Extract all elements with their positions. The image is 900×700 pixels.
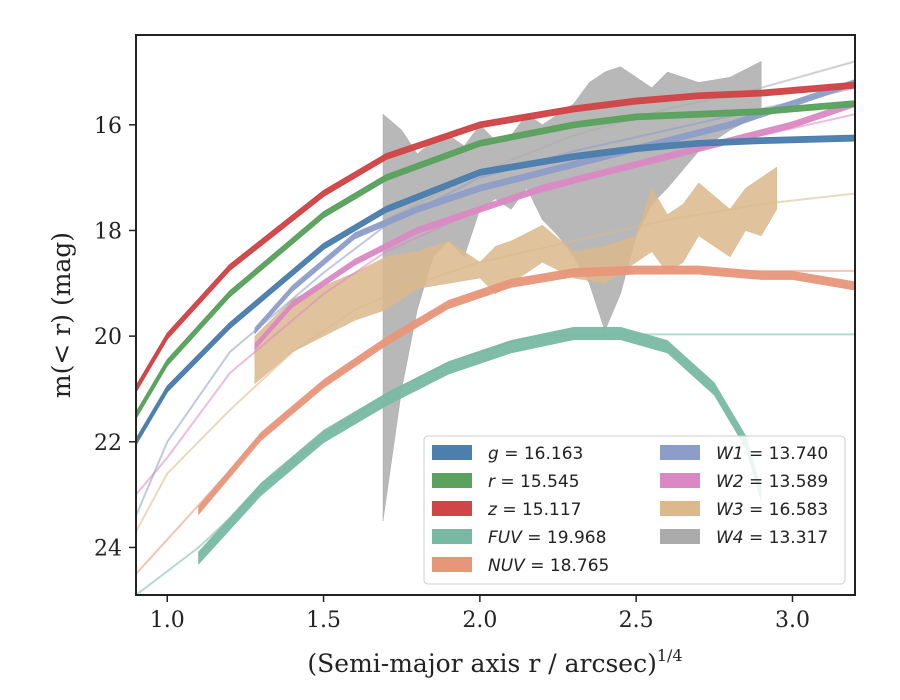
y-tick-label: 24: [94, 536, 122, 561]
series-z-band: [136, 81, 855, 394]
series-w3-band: [254, 166, 778, 385]
legend-label-w1: W1 = 13.740: [716, 444, 828, 464]
legend-label-g: g = 16.163: [488, 444, 583, 464]
x-tick-label: 3.0: [775, 608, 810, 633]
legend-swatch-fuv: [432, 529, 472, 544]
legend-box: [423, 435, 846, 585]
y-axis-label: m(< r) (mag): [47, 232, 76, 398]
legend-swatch-g: [432, 445, 472, 460]
legend-swatch-w1: [660, 445, 700, 460]
x-axis-label: (Semi-major axis r / arcsec)1/4: [307, 646, 682, 678]
legend-label-fuv: FUV = 19.968: [488, 528, 606, 548]
legend-swatch-w2: [660, 473, 700, 488]
legend-swatch-r: [432, 473, 472, 488]
legend-label-r: r = 15.545: [488, 472, 580, 492]
series-w1-band: [254, 79, 855, 335]
series-z-fit-line: [136, 84, 855, 390]
plot-frame: [135, 34, 856, 596]
x-tick-label: 1.5: [306, 608, 341, 633]
legend: g = 16.163 r = 15.545 z = 15.117 FUV = 19.9…: [423, 435, 846, 585]
legend-label-w4: W4 = 13.317: [716, 528, 828, 548]
y-axis-ticks: 16 18 20 22 24: [94, 114, 136, 561]
y-tick-label: 20: [94, 325, 122, 350]
series-w2-band: [254, 100, 855, 351]
legend-label-w3: W3 = 16.583: [716, 500, 828, 520]
x-tick-label: 2.0: [462, 608, 497, 633]
series-nuv-band: [198, 265, 855, 516]
x-axis-ticks: 1.0 1.5 2.0 2.5 3.0: [150, 595, 810, 633]
x-tick-label: 1.0: [150, 608, 185, 633]
y-tick-label: 22: [94, 431, 122, 456]
series-r-band: [136, 100, 855, 420]
legend-label-w2: W2 = 13.589: [716, 472, 828, 492]
legend-swatch-w3: [660, 501, 700, 516]
legend-swatch-w4: [660, 529, 700, 544]
y-tick-label: 16: [94, 114, 122, 139]
x-tick-label: 2.5: [619, 608, 654, 633]
legend-swatch-nuv: [432, 557, 472, 572]
legend-label-z: z = 15.117: [487, 500, 581, 520]
legend-swatch-z: [432, 501, 472, 516]
y-tick-label: 18: [94, 219, 122, 244]
series-g-band: [136, 134, 855, 446]
data-layer: [136, 60, 855, 595]
legend-label-nuv: NUV = 18.765: [488, 556, 609, 576]
